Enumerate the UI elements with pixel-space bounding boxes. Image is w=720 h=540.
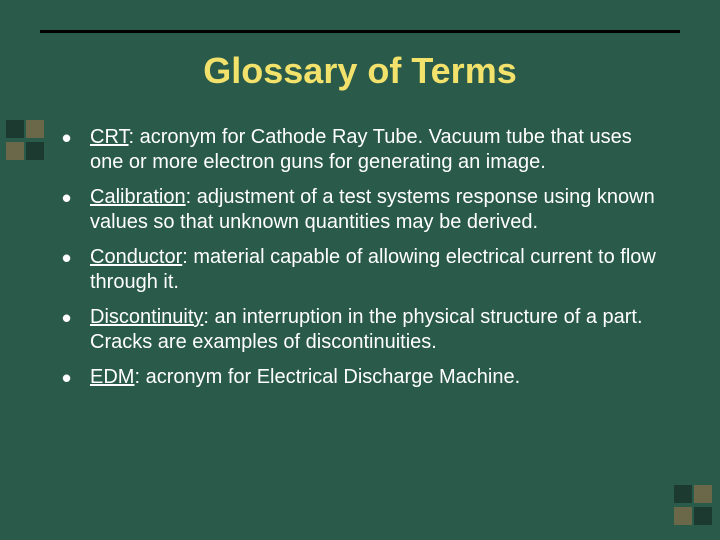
page-title: Glossary of Terms [0, 50, 720, 92]
glossary-definition: : acronym for Cathode Ray Tube. Vacuum t… [90, 126, 632, 173]
list-item: •Discontinuity: an interruption in the p… [90, 305, 670, 355]
bullet-icon: • [62, 185, 90, 211]
glossary-list: •CRT: acronym for Cathode Ray Tube. Vacu… [90, 125, 670, 401]
deco-square [674, 485, 692, 503]
bullet-icon: • [62, 365, 90, 391]
deco-square [6, 142, 24, 160]
deco-square [694, 507, 712, 525]
list-item: •Conductor: material capable of allowing… [90, 245, 670, 295]
glossary-term: Conductor [90, 246, 182, 268]
deco-square [6, 120, 24, 138]
glossary-term: Discontinuity [90, 306, 203, 328]
bullet-icon: • [62, 305, 90, 331]
list-item: •EDM: acronym for Electrical Discharge M… [90, 365, 670, 391]
glossary-entry: EDM: acronym for Electrical Discharge Ma… [90, 365, 520, 390]
bullet-icon: • [62, 245, 90, 271]
deco-square [26, 142, 44, 160]
glossary-term: Calibration [90, 186, 186, 208]
list-item: •CRT: acronym for Cathode Ray Tube. Vacu… [90, 125, 670, 175]
slide: Glossary of Terms •CRT: acronym for Cath… [0, 0, 720, 540]
glossary-term: EDM [90, 366, 134, 388]
glossary-definition: : acronym for Electrical Discharge Machi… [134, 366, 520, 388]
glossary-entry: Calibration: adjustment of a test system… [90, 185, 670, 235]
deco-square [674, 507, 692, 525]
bullet-icon: • [62, 125, 90, 151]
glossary-entry: Conductor: material capable of allowing … [90, 245, 670, 295]
glossary-entry: CRT: acronym for Cathode Ray Tube. Vacuu… [90, 125, 670, 175]
list-item: •Calibration: adjustment of a test syste… [90, 185, 670, 235]
deco-square [26, 120, 44, 138]
deco-square [694, 485, 712, 503]
glossary-term: CRT [90, 126, 129, 148]
title-rule [40, 30, 680, 33]
glossary-entry: Discontinuity: an interruption in the ph… [90, 305, 670, 355]
